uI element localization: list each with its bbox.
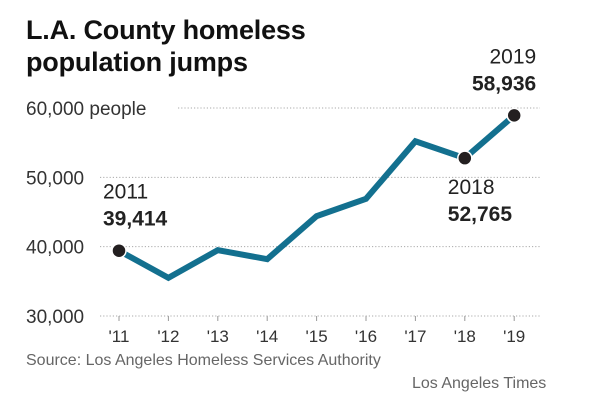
x-tick-label: '19 xyxy=(503,327,525,346)
x-tick-label: '17 xyxy=(404,327,426,346)
title-line-2: population jumps xyxy=(26,47,248,77)
source-note: Source: Los Angeles Homeless Services Au… xyxy=(26,352,381,369)
annotation-value: 52,765 xyxy=(448,203,513,226)
y-tick-label: 60,000 people xyxy=(26,99,146,120)
series-line xyxy=(117,113,517,282)
annotation-year: 2018 xyxy=(448,176,495,199)
credit-line: Los Angeles Times xyxy=(412,375,547,392)
data-point-marker xyxy=(111,242,127,259)
x-tick-label: '16 xyxy=(355,327,377,346)
x-tick-label: '18 xyxy=(454,327,476,346)
x-tick-label: '15 xyxy=(306,327,328,346)
data-point-marker xyxy=(457,150,473,166)
chart-title: L.A. County homeless population jumps xyxy=(26,14,306,78)
annotation-year: 2019 xyxy=(489,45,536,68)
annotation-value: 58,936 xyxy=(472,72,536,95)
x-tick-label: '12 xyxy=(157,327,179,346)
data-point-marker xyxy=(506,107,522,124)
y-tick-label: 40,000 xyxy=(26,238,84,259)
x-tick-label: '14 xyxy=(256,327,278,346)
title-line-1: L.A. County homeless xyxy=(26,15,306,45)
annotation-value: 39,414 xyxy=(103,208,168,231)
y-tick-label: 30,000 xyxy=(26,307,84,328)
y-tick-label: 50,000 xyxy=(26,168,84,189)
annotation-year: 2011 xyxy=(103,181,148,204)
x-tick-label: '13 xyxy=(207,327,229,346)
x-tick-label: '11 xyxy=(109,327,130,346)
